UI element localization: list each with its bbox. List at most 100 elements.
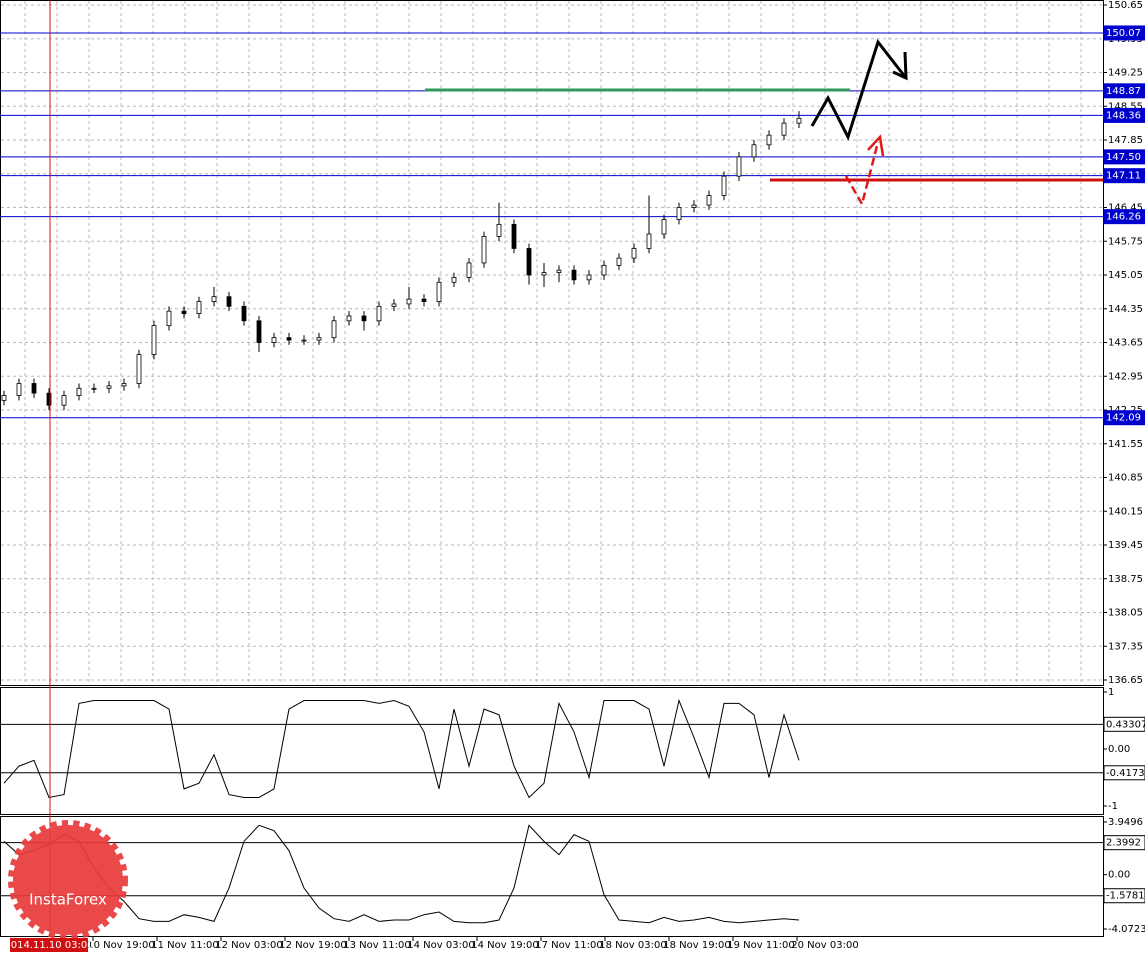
level-label: 146.26 <box>1106 212 1141 223</box>
x-tick-label: 12 Nov 19:00 <box>279 940 346 951</box>
x-tick-label: 10 Nov 19:00 <box>87 940 154 951</box>
candle-body <box>721 175 727 196</box>
y-tick-label: 138.05 <box>1108 608 1143 619</box>
candle-body <box>691 204 697 208</box>
candle-body <box>166 310 172 327</box>
level-label-box <box>1103 888 1145 904</box>
y-tick-label: 150.65 <box>1108 0 1143 11</box>
candle-body <box>211 296 217 302</box>
candle-body <box>571 269 577 281</box>
candle-body <box>31 383 37 394</box>
candle-body <box>106 385 112 389</box>
candle-body <box>451 277 457 283</box>
level-label-box <box>1103 835 1145 851</box>
level-label-box <box>1103 765 1145 781</box>
level-label: 2.3992 <box>1106 838 1141 849</box>
candle-body <box>121 383 127 387</box>
candle-body <box>556 269 562 273</box>
candle-body <box>286 337 292 341</box>
level-label: 148.36 <box>1106 110 1141 121</box>
x-tick-label: 13 Nov 11:00 <box>343 940 410 951</box>
candle-body <box>421 298 427 302</box>
candle-body <box>436 281 442 302</box>
x-tick-label: 17 Nov 11:00 <box>535 940 602 951</box>
y-tick-label: 145.05 <box>1108 270 1143 281</box>
candle-body <box>751 144 757 158</box>
level-label-box <box>1103 209 1145 225</box>
candle-body <box>196 301 202 314</box>
forecast-arrowhead <box>892 51 908 81</box>
candle-body <box>226 296 232 307</box>
candle-body <box>16 383 22 396</box>
crosshair-label-box <box>10 938 88 952</box>
y-tick-label: 0.00 <box>1108 744 1130 755</box>
x-tick-label: 11 Nov 11:00 <box>151 940 218 951</box>
candle-body <box>616 257 622 266</box>
y-tick-label: 139.45 <box>1108 540 1143 551</box>
candle-body <box>466 262 472 278</box>
x-tick-label: 14 Nov 03:00 <box>407 940 474 951</box>
level-label-box <box>1103 107 1145 123</box>
candle-body <box>346 315 352 322</box>
y-tick-label: 136.65 <box>1108 675 1143 686</box>
candle-body <box>241 305 247 322</box>
y-tick-label: 137.35 <box>1108 641 1143 652</box>
candle-body <box>376 305 382 322</box>
y-tick-label: 148.55 <box>1108 101 1143 112</box>
candle-body <box>526 248 532 276</box>
logo-text: InstaForex <box>29 891 107 909</box>
candle-body <box>646 233 652 249</box>
alt-forecast-arrowhead <box>867 134 885 157</box>
candle-body <box>706 195 712 206</box>
x-tick-label: 19 Nov 11:00 <box>727 940 794 951</box>
level-label: 150.07 <box>1106 28 1141 39</box>
candle-body <box>766 134 772 146</box>
y-tick-label: 143.65 <box>1108 338 1143 349</box>
oscillator-line <box>3 698 800 799</box>
alt-forecast-arrow <box>844 141 880 208</box>
candle-body <box>136 354 142 384</box>
y-tick-label: 142.95 <box>1108 371 1143 382</box>
y-tick-label: -4.0723 <box>1108 924 1145 935</box>
y-tick-label: 140.85 <box>1108 473 1143 484</box>
candle-body <box>181 310 187 314</box>
candle-body <box>406 298 412 305</box>
y-tick-label: 3.9496 <box>1108 817 1143 828</box>
candle-body <box>331 320 337 339</box>
candle-body <box>301 339 307 342</box>
candle-body <box>511 223 517 249</box>
oscillator-line <box>3 824 800 924</box>
candle-body <box>586 274 592 281</box>
y-tick-label: 145.75 <box>1108 236 1143 247</box>
x-tick-label: 20 Nov 03:00 <box>791 940 858 951</box>
y-tick-label: 140.15 <box>1108 506 1143 517</box>
oscillator2-panel <box>0 816 1104 937</box>
candle-body <box>496 223 502 237</box>
y-tick-label: 146.45 <box>1108 203 1143 214</box>
candle-body <box>76 387 82 396</box>
level-label: -1.5781 <box>1106 891 1145 902</box>
level-label: 148.87 <box>1106 86 1141 97</box>
level-label-box <box>1103 410 1145 426</box>
candle-body <box>481 236 487 264</box>
y-tick-label: 1 <box>1108 687 1114 698</box>
candle-body <box>61 395 67 406</box>
candle-body <box>796 117 802 124</box>
candle-body <box>271 337 277 343</box>
oscillator-panel <box>0 687 1104 815</box>
level-label-box <box>1103 716 1145 732</box>
candle-body <box>781 122 787 136</box>
candle-body <box>151 325 157 355</box>
candle-body <box>391 303 397 307</box>
candle-body <box>91 387 97 390</box>
level-label: 147.11 <box>1106 171 1141 182</box>
level-label: 0.43307 <box>1106 719 1145 730</box>
candle-body <box>736 156 742 177</box>
y-tick-label: 147.85 <box>1108 135 1143 146</box>
candle-body <box>661 219 667 235</box>
x-tick-label: 18 Nov 19:00 <box>663 940 730 951</box>
candle-body <box>541 272 547 276</box>
candle-body <box>631 248 637 259</box>
